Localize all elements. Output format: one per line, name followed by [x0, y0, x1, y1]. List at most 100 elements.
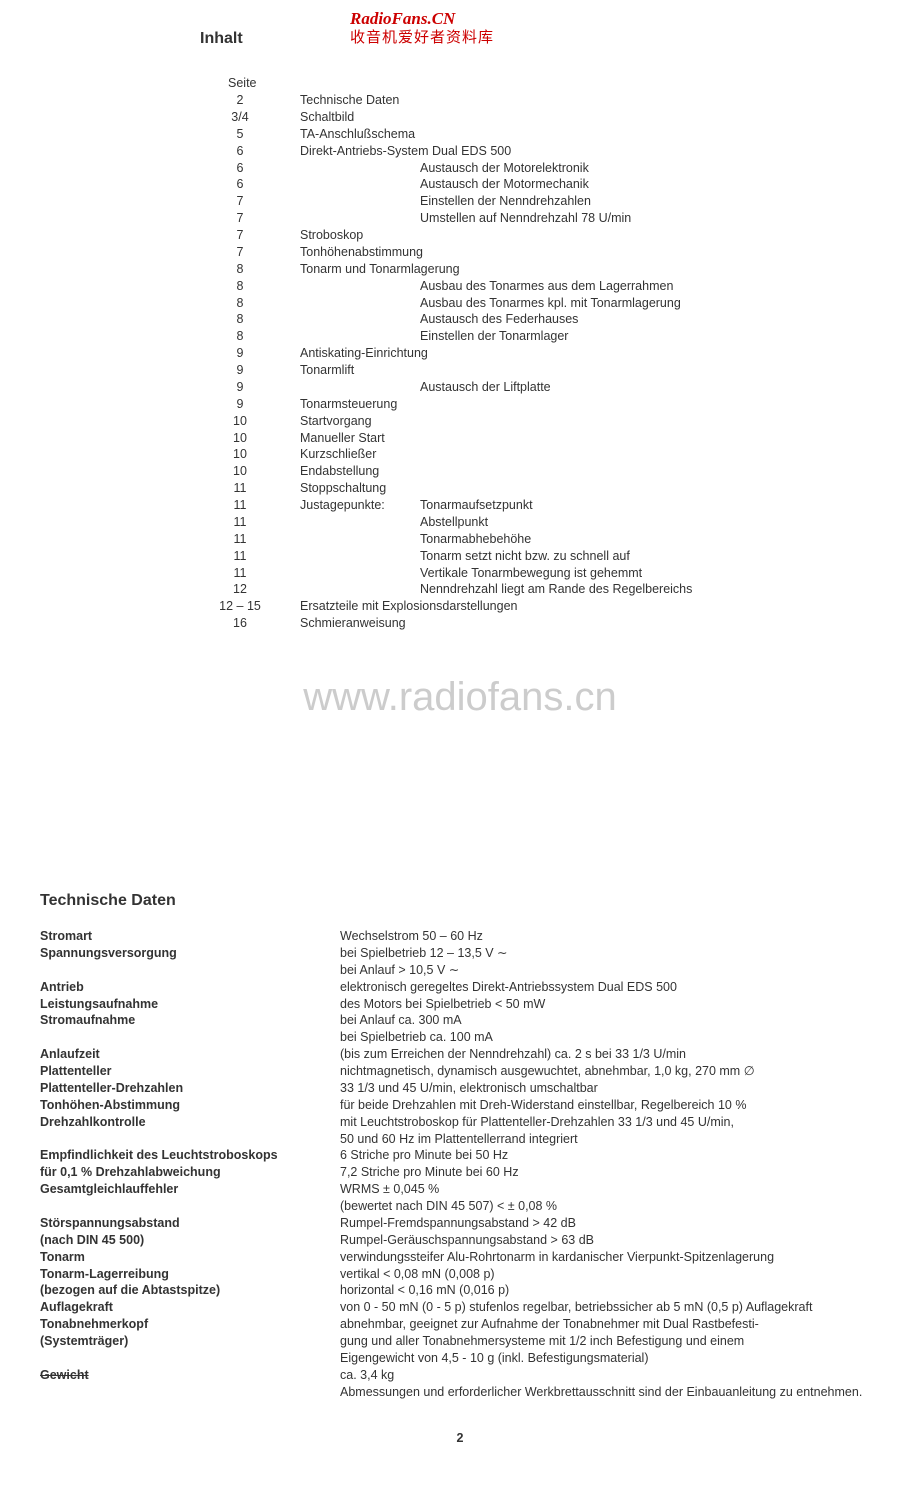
spec-value: Eigengewicht von 4,5 - 10 g (inkl. Befes… — [340, 1350, 880, 1367]
toc-desc: Einstellen der Tonarmlager — [300, 328, 880, 345]
toc-row: 16Schmieranweisung — [200, 615, 880, 632]
toc-header: Seite — [228, 76, 880, 90]
spec-label: Auflagekraft — [40, 1299, 340, 1316]
spec-value: 50 und 60 Hz im Plattentellerrand integr… — [340, 1131, 880, 1148]
spec-row: Antriebelektronisch geregeltes Direkt-An… — [40, 979, 880, 996]
toc-page: 9 — [200, 345, 300, 362]
toc-page: 8 — [200, 328, 300, 345]
spec-row: (nach DIN 45 500)Rumpel-Geräuschspannung… — [40, 1232, 880, 1249]
toc-row: 11Stoppschaltung — [200, 480, 880, 497]
toc-desc: Schmieranweisung — [300, 615, 880, 632]
toc-desc: Technische Daten — [300, 92, 880, 109]
toc-page: 5 — [200, 126, 300, 143]
spec-label — [40, 1198, 340, 1215]
toc-desc-text: Tonarmaufsetzpunkt — [420, 498, 533, 512]
spec-row: Plattentellernichtmagnetisch, dynamisch … — [40, 1063, 880, 1080]
spec-value: ca. 3,4 kg — [340, 1367, 880, 1384]
spec-label: Anlaufzeit — [40, 1046, 340, 1063]
spec-label: Drehzahlkontrolle — [40, 1114, 340, 1131]
toc-row: 10Manueller Start — [200, 430, 880, 447]
toc-page: 10 — [200, 463, 300, 480]
spec-row: Leistungsaufnahmedes Motors bei Spielbet… — [40, 996, 880, 1013]
toc-row: 7Einstellen der Nenndrehzahlen — [200, 193, 880, 210]
toc-desc: Kurzschließer — [300, 446, 880, 463]
toc-row: 7Stroboskop — [200, 227, 880, 244]
toc-desc: Austausch der Motorelektronik — [300, 160, 880, 177]
spec-label — [40, 1029, 340, 1046]
spec-row: bei Spielbetrieb ca. 100 mA — [40, 1029, 880, 1046]
toc-desc: Startvorgang — [300, 413, 880, 430]
toc-desc: Justagepunkte:Tonarmaufsetzpunkt — [300, 497, 880, 514]
toc-page: 7 — [200, 244, 300, 261]
spec-label — [40, 962, 340, 979]
toc-desc: Stoppschaltung — [300, 480, 880, 497]
spec-table: StromartWechselstrom 50 – 60 HzSpannungs… — [40, 928, 880, 1401]
spec-value: mit Leuchtstroboskop für Plattenteller-D… — [340, 1114, 880, 1131]
toc-page: 3/4 — [200, 109, 300, 126]
spec-value: des Motors bei Spielbetrieb < 50 mW — [340, 996, 880, 1013]
toc-desc: Nenndrehzahl liegt am Rande des Regelber… — [300, 581, 880, 598]
toc-desc: Umstellen auf Nenndrehzahl 78 U/min — [300, 210, 880, 227]
spec-value: gung und aller Tonabnehmersysteme mit 1/… — [340, 1333, 880, 1350]
toc-page: 7 — [200, 227, 300, 244]
toc-row: 8Austausch des Federhauses — [200, 311, 880, 328]
spec-label: Tonabnehmerkopf — [40, 1316, 340, 1333]
toc-row: 8Einstellen der Tonarmlager — [200, 328, 880, 345]
spec-label: Empfindlichkeit des Leuchtstroboskops — [40, 1147, 340, 1164]
toc-page: 7 — [200, 193, 300, 210]
toc-row: 11Tonarmabhebehöhe — [200, 531, 880, 548]
page-number: 2 — [40, 1431, 880, 1445]
spec-label — [40, 1131, 340, 1148]
spec-value: bei Spielbetrieb 12 – 13,5 V ∼ — [340, 945, 880, 962]
spec-row: Auflagekraftvon 0 - 50 mN (0 - 5 p) stuf… — [40, 1299, 880, 1316]
toc-page: 8 — [200, 278, 300, 295]
spec-row: (bezogen auf die Abtastspitze)horizontal… — [40, 1282, 880, 1299]
spec-row: StromartWechselstrom 50 – 60 Hz — [40, 928, 880, 945]
spec-value: bei Anlauf > 10,5 V ∼ — [340, 962, 880, 979]
spec-row: Empfindlichkeit des Leuchtstroboskops6 S… — [40, 1147, 880, 1164]
toc-desc: TA-Anschlußschema — [300, 126, 880, 143]
toc-page: 11 — [200, 548, 300, 565]
toc-page: 11 — [200, 514, 300, 531]
spec-row: Tonarm-Lagerreibungvertikal < 0,08 mN (0… — [40, 1266, 880, 1283]
toc-page: 11 — [200, 480, 300, 497]
toc-page: 11 — [200, 497, 300, 514]
spec-value: 7,2 Striche pro Minute bei 60 Hz — [340, 1164, 880, 1181]
toc-page: 11 — [200, 531, 300, 548]
toc-desc: Stroboskop — [300, 227, 880, 244]
toc-row: 8Ausbau des Tonarmes kpl. mit Tonarmlage… — [200, 295, 880, 312]
spec-label: Gesamtgleichlauffehler — [40, 1181, 340, 1198]
spec-value: (bewertet nach DIN 45 507) < ± 0,08 % — [340, 1198, 880, 1215]
spec-label: Stromart — [40, 928, 340, 945]
spec-value: 33 1/3 und 45 U/min, elektronisch umscha… — [340, 1080, 880, 1097]
toc-row: 11Justagepunkte:Tonarmaufsetzpunkt — [200, 497, 880, 514]
toc-justage-label: Justagepunkte: — [300, 497, 420, 514]
spec-value: abnehmbar, geeignet zur Aufnahme der Ton… — [340, 1316, 880, 1333]
spec-row: Tonarmverwindungssteifer Alu-Rohrtonarm … — [40, 1249, 880, 1266]
spec-row: Eigengewicht von 4,5 - 10 g (inkl. Befes… — [40, 1350, 880, 1367]
toc-row: 12Nenndrehzahl liegt am Rande des Regelb… — [200, 581, 880, 598]
toc-page: 6 — [200, 176, 300, 193]
watermark-line1: RadioFans.CN — [350, 8, 494, 29]
toc-page: 10 — [200, 446, 300, 463]
spec-row: Abmessungen und erforderlicher Werkbrett… — [40, 1384, 880, 1401]
spec-value: nichtmagnetisch, dynamisch ausgewuchtet,… — [340, 1063, 880, 1080]
toc-desc: Austausch des Federhauses — [300, 311, 880, 328]
toc-desc: Tonhöhenabstimmung — [300, 244, 880, 261]
toc-page: 12 – 15 — [200, 598, 300, 615]
spec-label: Gewicht — [40, 1367, 340, 1384]
spec-label: Tonhöhen-Abstimmung — [40, 1097, 340, 1114]
spec-label: Tonarm-Lagerreibung — [40, 1266, 340, 1283]
toc-page: 9 — [200, 362, 300, 379]
spec-row: GesamtgleichlauffehlerWRMS ± 0,045 % — [40, 1181, 880, 1198]
spec-value: Rumpel-Fremdspannungsabstand > 42 dB — [340, 1215, 880, 1232]
heading-inhalt: Inhalt — [200, 30, 880, 48]
toc-page: 6 — [200, 160, 300, 177]
toc-row: 11Vertikale Tonarmbewegung ist gehemmt — [200, 565, 880, 582]
spec-value: horizontal < 0,16 mN (0,016 p) — [340, 1282, 880, 1299]
spec-label: (nach DIN 45 500) — [40, 1232, 340, 1249]
spec-row: Anlaufzeit(bis zum Erreichen der Nenndre… — [40, 1046, 880, 1063]
spec-value: von 0 - 50 mN (0 - 5 p) stufenlos regelb… — [340, 1299, 880, 1316]
toc-desc: Ausbau des Tonarmes kpl. mit Tonarmlager… — [300, 295, 880, 312]
toc-row: 5TA-Anschlußschema — [200, 126, 880, 143]
